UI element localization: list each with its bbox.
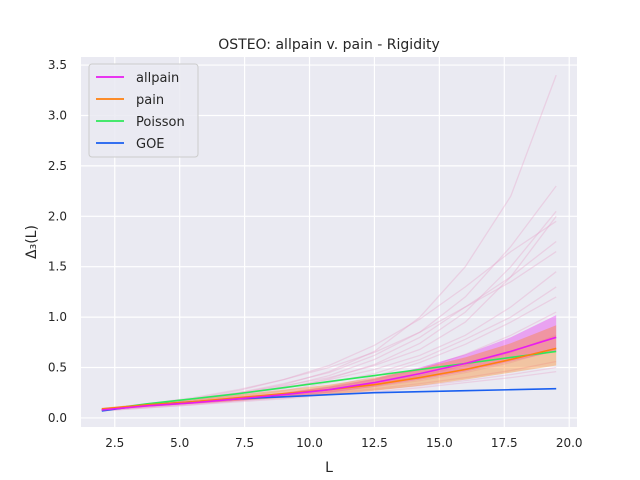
y-tick-label: 2.5: [48, 159, 67, 173]
confidence-band-pain: [101, 325, 557, 410]
series-line-allpain: [101, 336, 557, 411]
y-tick-label: 3.5: [48, 58, 67, 72]
x-tick-label: 7.5: [235, 436, 254, 450]
x-tick-label: 2.5: [105, 436, 124, 450]
x-tick-label: 5.0: [170, 436, 189, 450]
individual-trace: [101, 271, 557, 410]
individual-trace: [101, 185, 557, 411]
y-tick-label: 2.0: [48, 209, 67, 223]
y-tick-label: 0.0: [48, 411, 67, 425]
y-tick-label: 0.5: [48, 361, 67, 375]
x-tick-label: 12.5: [361, 436, 388, 450]
x-tick-label: 15.0: [426, 436, 453, 450]
legend-label: allpain: [136, 71, 179, 86]
series-line-poisson: [101, 350, 557, 411]
x-tick-label: 20.0: [556, 436, 583, 450]
y-tick-label: 3.0: [48, 108, 67, 122]
legend-label: GOE: [136, 137, 165, 152]
x-axis-title: L: [325, 460, 333, 476]
legend-box: [88, 63, 199, 158]
individual-trace: [101, 360, 557, 412]
y-tick-label: 1.0: [48, 310, 67, 324]
individual-trace: [101, 348, 557, 411]
legend: allpain pain Poisson GOE: [88, 63, 199, 158]
y-tick-label: 1.5: [48, 260, 67, 274]
legend-label: pain: [136, 93, 164, 108]
x-tick-label: 17.5: [491, 436, 518, 450]
legend-label: Poisson: [136, 115, 185, 130]
x-tick-labels: 2.5 5.0 7.5 10.0 12.5 15.0 17.5 20.0: [105, 436, 582, 450]
individual-trace: [101, 366, 557, 412]
x-tick-label: 10.0: [296, 436, 323, 450]
series-lines: [101, 336, 557, 412]
y-axis-title: Δ₃(L): [24, 225, 40, 259]
grid: [81, 57, 577, 427]
y-tick-labels: 0.0 0.5 1.0 1.5 2.0 2.5 3.0 3.5: [48, 58, 67, 425]
chart-title: OSTEO: allpain v. pain - Rigidity: [218, 37, 440, 53]
